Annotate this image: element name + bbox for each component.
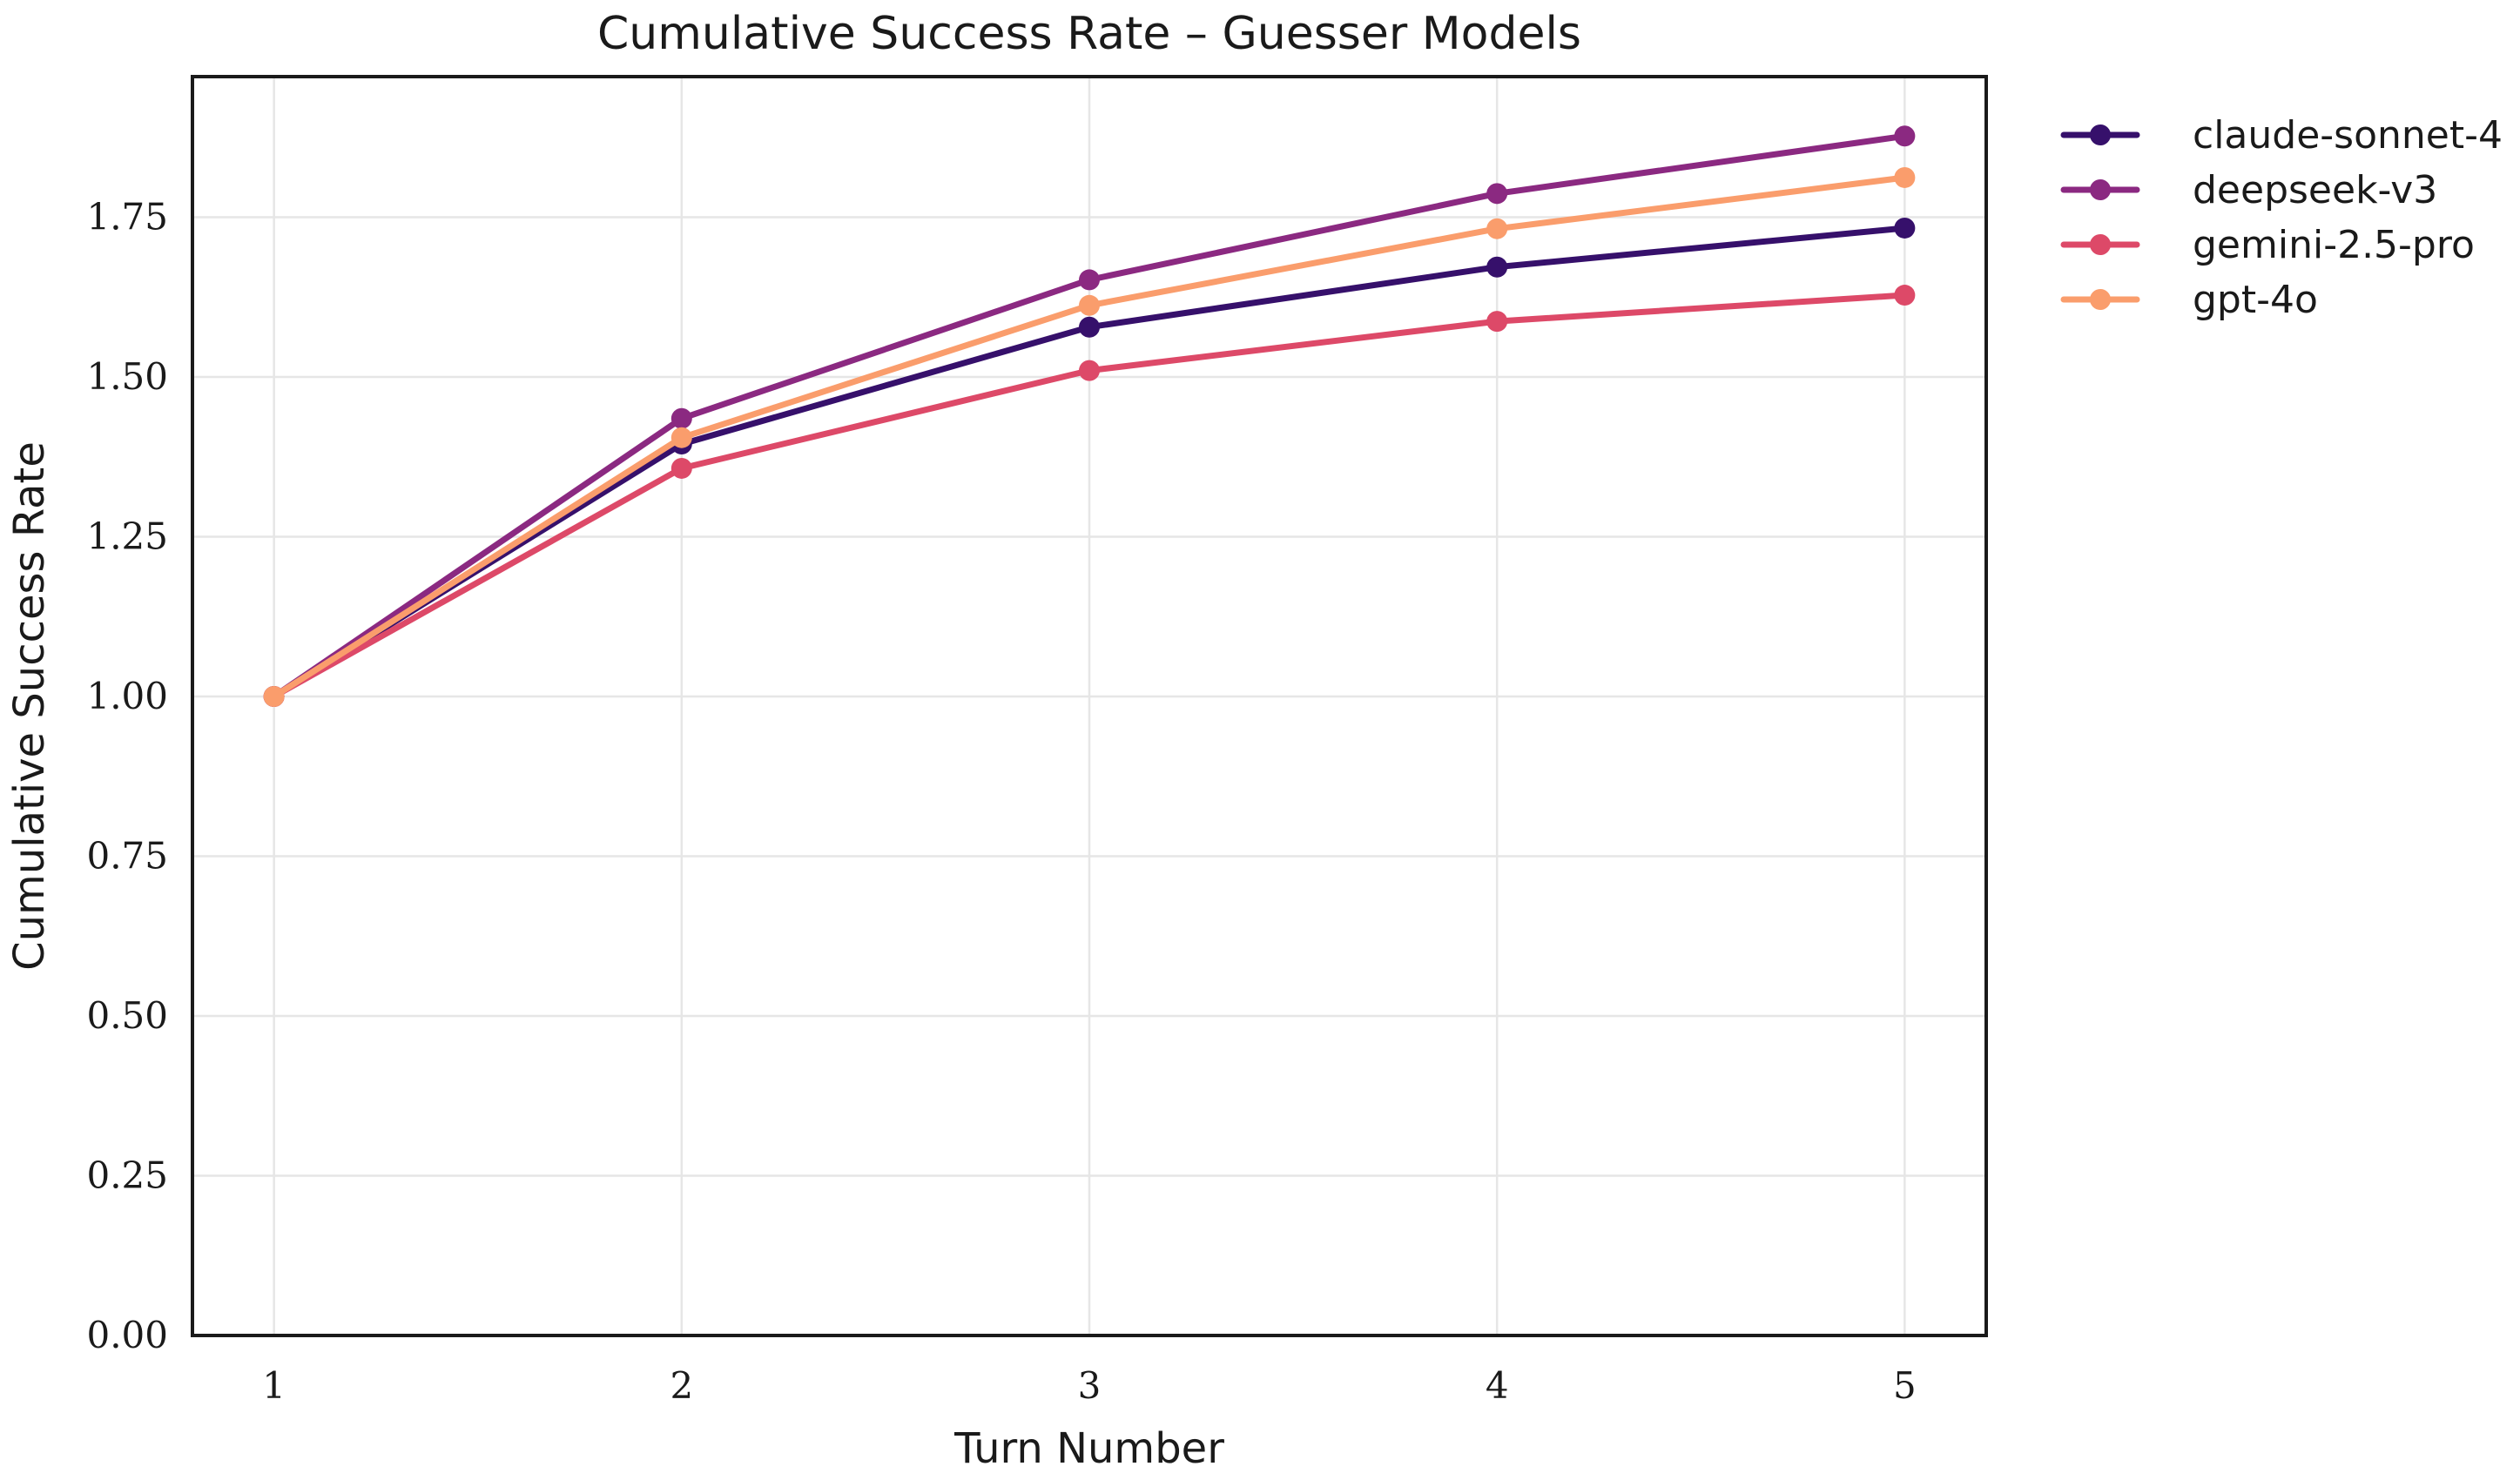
data-point-deepseek-v3 [1486, 183, 1508, 205]
y-tick-label: 1.00 [86, 675, 168, 717]
x-tick-label: 2 [670, 1364, 693, 1407]
series-gpt-4o [263, 166, 1916, 707]
y-tick-label: 0.75 [86, 834, 168, 877]
y-tick-label: 0.00 [86, 1314, 168, 1356]
legend-label: gpt-4o [2193, 278, 2318, 322]
legend-label: gemini-2.5-pro [2193, 223, 2475, 267]
y-tick-label: 0.25 [86, 1154, 168, 1196]
data-point-deepseek-v3 [670, 407, 692, 429]
legend-swatch-marker [2090, 179, 2111, 200]
y-tick-label: 1.75 [86, 195, 168, 238]
y-tick-label: 1.25 [86, 515, 168, 557]
y-tick-label: 1.50 [86, 355, 168, 398]
y-axis-label: Cumulative Success Rate [5, 441, 54, 971]
legend-item-deepseek-v3: deepseek-v3 [2060, 168, 2437, 212]
legend: claude-sonnet-4 deepseek-v3 gemini-2.5-pro… [2060, 113, 2503, 322]
data-point-deepseek-v3 [1894, 125, 1916, 147]
data-point-claude-sonnet-4 [1079, 316, 1100, 338]
legend-item-gpt-4o: gpt-4o [2060, 278, 2318, 322]
data-point-gpt-4o [1894, 166, 1916, 188]
x-tick-label: 3 [1078, 1364, 1102, 1407]
y-tick-label: 0.50 [86, 994, 168, 1037]
x-tick-label: 5 [1893, 1364, 1917, 1407]
legend-item-claude-sonnet-4: claude-sonnet-4 [2060, 113, 2503, 158]
legend-label: claude-sonnet-4 [2193, 113, 2503, 158]
series-layer [263, 125, 1916, 707]
data-point-gemini-2-5-pro [670, 457, 692, 479]
legend-swatch-marker [2090, 289, 2111, 310]
legend-swatch-marker [2090, 124, 2111, 145]
data-point-claude-sonnet-4 [1894, 217, 1916, 239]
data-point-gemini-2-5-pro [1894, 285, 1916, 306]
data-point-claude-sonnet-4 [1486, 256, 1508, 278]
data-point-gpt-4o [1486, 218, 1508, 239]
data-point-deepseek-v3 [1079, 269, 1100, 291]
data-point-gpt-4o [263, 685, 285, 707]
y-axis-ticks: 0.00 0.25 0.50 0.75 1.00 1.25 1.50 1.75 [86, 195, 168, 1356]
x-tick-label: 4 [1486, 1364, 1509, 1407]
data-point-gemini-2-5-pro [1079, 360, 1100, 381]
plot-area-frame [191, 75, 1988, 1337]
data-point-gemini-2-5-pro [1486, 311, 1508, 333]
legend-label: deepseek-v3 [2193, 168, 2437, 212]
chart-title: Cumulative Success Rate – Guesser Models [597, 8, 1581, 60]
x-axis-label: Turn Number [953, 1424, 1224, 1473]
x-axis-ticks: 1 2 3 4 5 [262, 1364, 1916, 1407]
legend-swatch-marker [2090, 234, 2111, 255]
x-tick-label: 1 [262, 1364, 286, 1407]
data-point-gpt-4o [1079, 294, 1100, 316]
data-point-gpt-4o [670, 427, 692, 448]
legend-item-gemini-2-5-pro: gemini-2.5-pro [2060, 223, 2475, 267]
